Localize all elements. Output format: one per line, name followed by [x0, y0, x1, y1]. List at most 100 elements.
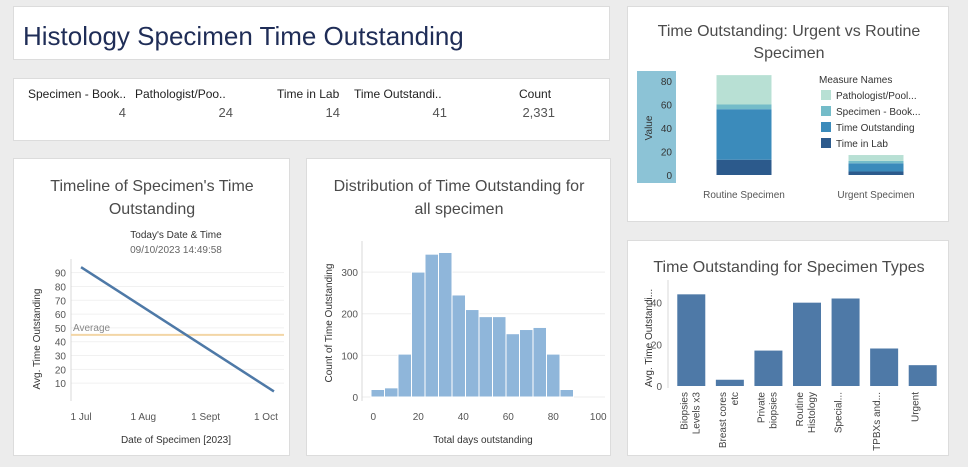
histogram-bar[interactable] [546, 353, 561, 398]
types-y-tick: 20 [651, 340, 663, 351]
types-x-tick: etc [730, 392, 741, 405]
timeline-y-tick: 80 [55, 282, 67, 293]
kpi-label: Specimen - Book.. [28, 87, 127, 101]
legend-swatch[interactable] [821, 90, 831, 100]
legend-label[interactable]: Specimen - Book... [836, 107, 920, 118]
histogram-bar[interactable] [492, 316, 507, 398]
histogram-bar[interactable] [559, 389, 574, 398]
urgent-y-tick: 60 [661, 101, 673, 112]
specimen-type-bar[interactable] [715, 379, 744, 386]
kpi-value: 24 [218, 105, 233, 120]
histogram-bar[interactable] [384, 387, 399, 398]
stacked-bar-segment[interactable] [848, 163, 904, 172]
timeline-y-tick: 60 [55, 310, 67, 321]
legend-swatch[interactable] [821, 106, 831, 116]
distribution-x-tick: 20 [413, 412, 425, 423]
distribution-title-line1: Distribution of Time Outstanding for [334, 178, 585, 195]
timeline-x-tick: 1 Aug [131, 412, 157, 423]
timeline-y-axis-label: Avg. Time Outstanding [32, 289, 43, 390]
kpi-time-outstanding[interactable]: Time Outstandi.. 41 [354, 87, 447, 120]
kpi-label: Time Outstandi.. [354, 87, 442, 101]
timeline-chart[interactable]: Timeline of Specimen's Time Outstanding … [14, 159, 291, 457]
histogram-bar[interactable] [505, 333, 520, 398]
legend-swatch[interactable] [821, 138, 831, 148]
urgent-routine-panel: Time Outstanding: Urgent vs Routine Spec… [627, 6, 949, 222]
legend-label[interactable]: Time Outstanding [836, 123, 915, 134]
types-x-tick: Histology [807, 392, 818, 433]
distribution-y-tick: 100 [341, 351, 358, 362]
types-x-tick: Special... [834, 392, 845, 433]
timeline-title-line2: Outstanding [109, 201, 195, 218]
legend-label[interactable]: Pathologist/Pool... [836, 91, 917, 102]
specimen-types-chart[interactable]: Time Outstanding for Specimen Types Avg.… [628, 241, 950, 457]
specimen-type-bar[interactable] [793, 302, 821, 386]
distribution-chart[interactable]: Distribution of Time Outstanding for all… [307, 159, 612, 457]
timeline-panel: Timeline of Specimen's Time Outstanding … [13, 158, 290, 456]
timeline-x-tick: 1 Oct [254, 412, 278, 423]
histogram-bar[interactable] [532, 326, 547, 398]
today-date-label: Today's Date & Time [130, 230, 222, 241]
timeline-y-tick: 20 [55, 365, 67, 376]
types-y-tick: 40 [651, 299, 663, 310]
distribution-title-line2: all specimen [415, 201, 504, 218]
kpi-specimen-booking[interactable]: Specimen - Book.. 4 [28, 87, 127, 120]
specimen-type-bar[interactable] [754, 350, 783, 386]
stacked-bar-segment[interactable] [716, 75, 772, 105]
urgent-y-tick: 0 [666, 171, 672, 182]
histogram-bar[interactable] [438, 251, 453, 398]
legend-swatch[interactable] [821, 122, 831, 132]
stacked-bar-segment[interactable] [716, 109, 772, 160]
urgent-title-line2: Specimen [753, 45, 824, 62]
timeline-y-tick: 90 [55, 269, 67, 280]
timeline-title-line1: Timeline of Specimen's Time [50, 178, 254, 195]
types-y-tick: 0 [656, 382, 662, 393]
stacked-bar-segment[interactable] [848, 160, 904, 164]
histogram-bar[interactable] [411, 271, 426, 398]
distribution-y-tick: 200 [341, 310, 358, 321]
kpi-value: 4 [118, 105, 126, 120]
kpi-value: 14 [325, 105, 340, 120]
average-label: Average [73, 323, 111, 334]
distribution-y-tick: 300 [341, 268, 358, 279]
types-x-tick: Routine [795, 392, 806, 427]
stacked-bar-segment[interactable] [716, 104, 772, 110]
timeline-x-tick: 1 Jul [70, 412, 91, 423]
histogram-bar[interactable] [465, 309, 480, 398]
histogram-bar[interactable] [451, 294, 466, 398]
types-x-tick: Biopsies [679, 392, 690, 430]
page-title: Histology Specimen Time Outstanding [23, 21, 464, 51]
types-x-tick: Breast cores [718, 392, 729, 448]
specimen-type-bar[interactable] [908, 365, 937, 386]
histogram-bar[interactable] [519, 329, 534, 398]
histogram-bar[interactable] [424, 253, 439, 398]
urgent-x-tick: Routine Specimen [703, 190, 785, 201]
value-axis-band [637, 71, 676, 183]
histogram-bar[interactable] [478, 316, 493, 398]
specimen-type-bar[interactable] [870, 348, 899, 387]
specimen-type-bar[interactable] [831, 298, 860, 387]
distribution-y-tick: 0 [352, 393, 358, 404]
distribution-x-tick: 80 [548, 412, 560, 423]
distribution-panel: Distribution of Time Outstanding for all… [306, 158, 611, 456]
stacked-bar-segment[interactable] [716, 159, 772, 175]
urgent-y-tick: 40 [661, 124, 673, 135]
types-x-tick: Urgent [911, 392, 922, 422]
kpi-label: Count [519, 87, 552, 101]
specimen-type-bar[interactable] [677, 294, 706, 386]
kpi-count[interactable]: Count 2,331 [519, 87, 555, 120]
specimen-types-panel: Time Outstanding for Specimen Types Avg.… [627, 240, 949, 456]
histogram-bar[interactable] [397, 353, 412, 398]
urgent-routine-chart[interactable]: Time Outstanding: Urgent vs Routine Spec… [628, 7, 950, 223]
types-title: Time Outstanding for Specimen Types [653, 259, 924, 276]
timeline-y-tick: 40 [55, 338, 67, 349]
stacked-bar-segment[interactable] [848, 155, 904, 161]
urgent-y-axis-label: Value [644, 115, 655, 140]
stacked-bar-segment[interactable] [848, 171, 904, 175]
histogram-bar[interactable] [370, 389, 385, 398]
timeline-series-line[interactable] [80, 266, 275, 393]
kpi-label: Pathologist/Poo.. [135, 87, 226, 101]
urgent-y-tick: 20 [661, 148, 673, 159]
kpi-time-in-lab[interactable]: Time in Lab 14 [277, 87, 340, 120]
legend-label[interactable]: Time in Lab [836, 139, 888, 150]
kpi-pathologist-pool[interactable]: Pathologist/Poo.. 24 [135, 87, 233, 120]
